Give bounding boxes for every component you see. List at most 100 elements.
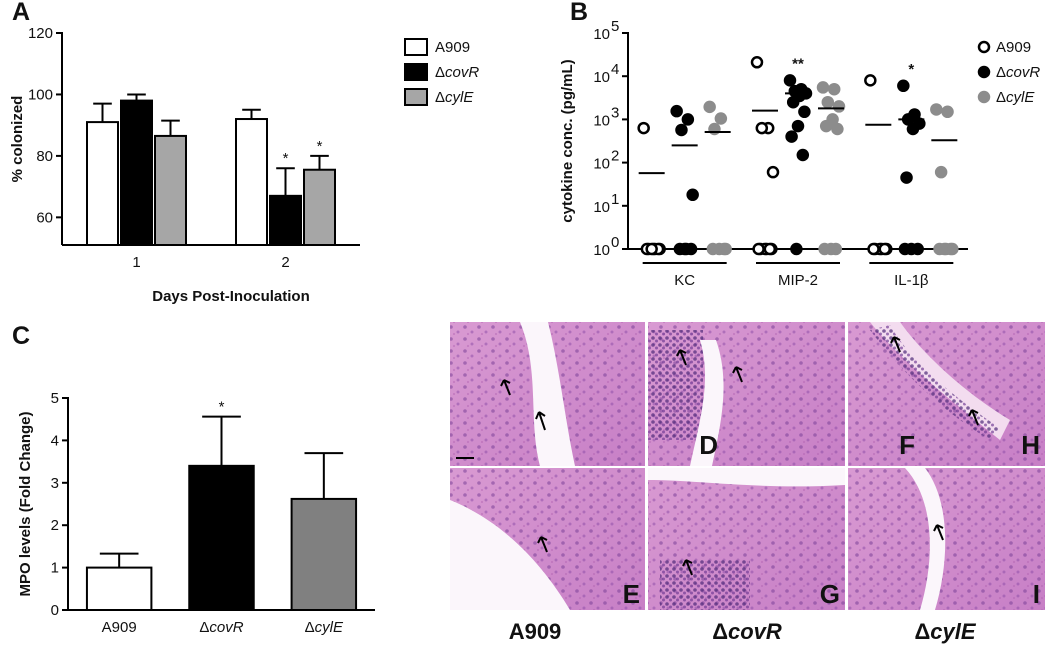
column-label: ΔcylE bbox=[914, 619, 976, 644]
text-part: covR bbox=[728, 619, 782, 644]
y-tick-label: 10 bbox=[593, 69, 610, 86]
data-point bbox=[818, 242, 831, 256]
text-part: Δ bbox=[199, 619, 209, 636]
data-point bbox=[864, 74, 877, 87]
significance: * bbox=[908, 61, 914, 78]
text-part: Δ bbox=[305, 619, 315, 636]
panel-letter: F bbox=[899, 430, 915, 460]
bar bbox=[120, 99, 153, 246]
data-point bbox=[796, 148, 810, 162]
data-point bbox=[706, 242, 720, 256]
data-point bbox=[670, 104, 683, 118]
data-point bbox=[878, 242, 891, 256]
data-point bbox=[790, 242, 803, 256]
data-point bbox=[930, 103, 943, 116]
y-tick-exponent: 0 bbox=[611, 234, 619, 251]
bar bbox=[86, 121, 119, 246]
legend-marker bbox=[977, 90, 991, 104]
y-tick-label: 4 bbox=[51, 432, 59, 449]
data-point bbox=[831, 122, 844, 136]
bar bbox=[154, 134, 187, 246]
text-part: Δ bbox=[435, 89, 445, 106]
data-point bbox=[934, 165, 948, 179]
data-point bbox=[897, 79, 910, 93]
y-tick-exponent: 4 bbox=[611, 61, 619, 78]
x-tick-label: A909 bbox=[102, 619, 137, 636]
x-tick-label: ΔcylE bbox=[305, 619, 344, 636]
panel-letter: I bbox=[1033, 579, 1040, 609]
data-point bbox=[900, 171, 913, 184]
data-point bbox=[938, 242, 951, 256]
data-point bbox=[785, 130, 798, 143]
text-part: covR bbox=[209, 619, 243, 636]
y-tick-exponent: 2 bbox=[611, 148, 619, 165]
y-tick-label: 3 bbox=[51, 475, 59, 492]
legend-label: ΔcylE bbox=[996, 89, 1035, 106]
data-point bbox=[829, 242, 843, 256]
text-part: cylE bbox=[930, 619, 977, 644]
text-part: Δ bbox=[914, 619, 930, 644]
text-part: cylE bbox=[445, 89, 474, 106]
legend-marker bbox=[977, 65, 991, 79]
y-tick-label: 10 bbox=[593, 26, 610, 43]
x-tick-label: IL-1β bbox=[894, 272, 929, 289]
histology: D F H E G I A909 ΔcovR ΔcylE bbox=[450, 322, 1045, 644]
micrograph bbox=[648, 322, 845, 466]
y-tick-exponent: 1 bbox=[611, 191, 619, 208]
y-tick-label: 100 bbox=[28, 86, 53, 103]
data-point bbox=[898, 242, 912, 256]
x-tick-label: 1 bbox=[132, 254, 140, 271]
data-point bbox=[798, 105, 811, 119]
data-point bbox=[717, 242, 731, 256]
data-point bbox=[637, 121, 650, 135]
text-part: covR bbox=[445, 64, 479, 81]
data-point bbox=[755, 121, 769, 135]
text-part: cylE bbox=[1006, 89, 1035, 106]
significance: * bbox=[317, 138, 323, 155]
y-tick-label: 10 bbox=[593, 199, 610, 216]
panel-letter: B bbox=[570, 0, 588, 26]
data-point bbox=[714, 112, 728, 125]
legend-swatch bbox=[404, 63, 428, 81]
x-axis-title: Days Post-Inoculation bbox=[152, 288, 310, 305]
bar bbox=[303, 168, 336, 246]
panel-letter: H bbox=[1021, 430, 1040, 460]
data-point bbox=[821, 95, 835, 109]
data-point bbox=[819, 119, 833, 133]
column-label: ΔcovR bbox=[712, 619, 782, 644]
micrograph bbox=[648, 468, 845, 610]
y-axis-title: % colonized bbox=[9, 96, 26, 183]
x-tick-label: 2 bbox=[281, 254, 289, 271]
x-tick-label: MIP-2 bbox=[778, 272, 818, 289]
micrograph bbox=[450, 322, 645, 466]
y-tick-label: 10 bbox=[593, 112, 610, 129]
data-point bbox=[786, 95, 800, 109]
data-point bbox=[832, 100, 846, 113]
text-part: Δ bbox=[435, 64, 445, 81]
data-point bbox=[686, 188, 699, 202]
y-tick-label: 2 bbox=[51, 517, 59, 534]
data-point bbox=[703, 100, 716, 114]
y-tick-exponent: 5 bbox=[611, 18, 619, 35]
y-tick-label: 5 bbox=[51, 390, 59, 407]
legend-label: ΔcovR bbox=[435, 64, 479, 81]
text-part: cylE bbox=[315, 619, 344, 636]
data-point bbox=[766, 165, 780, 179]
legend-label: ΔcovR bbox=[996, 64, 1040, 81]
legend-label: ΔcylE bbox=[435, 89, 474, 106]
y-tick-label: 0 bbox=[51, 602, 59, 619]
column-label: A909 bbox=[509, 619, 562, 644]
data-point bbox=[783, 74, 797, 87]
bar bbox=[269, 194, 302, 246]
text-part: covR bbox=[1006, 64, 1040, 81]
data-point bbox=[763, 242, 777, 256]
significance: ** bbox=[792, 55, 804, 72]
data-point bbox=[645, 242, 658, 256]
micrograph bbox=[848, 322, 1045, 466]
legend-marker bbox=[977, 40, 991, 54]
data-point bbox=[906, 122, 920, 136]
y-axis-title: MPO levels (Fold Change) bbox=[17, 411, 34, 596]
micrograph bbox=[450, 468, 645, 610]
y-tick-label: 60 bbox=[36, 209, 53, 226]
